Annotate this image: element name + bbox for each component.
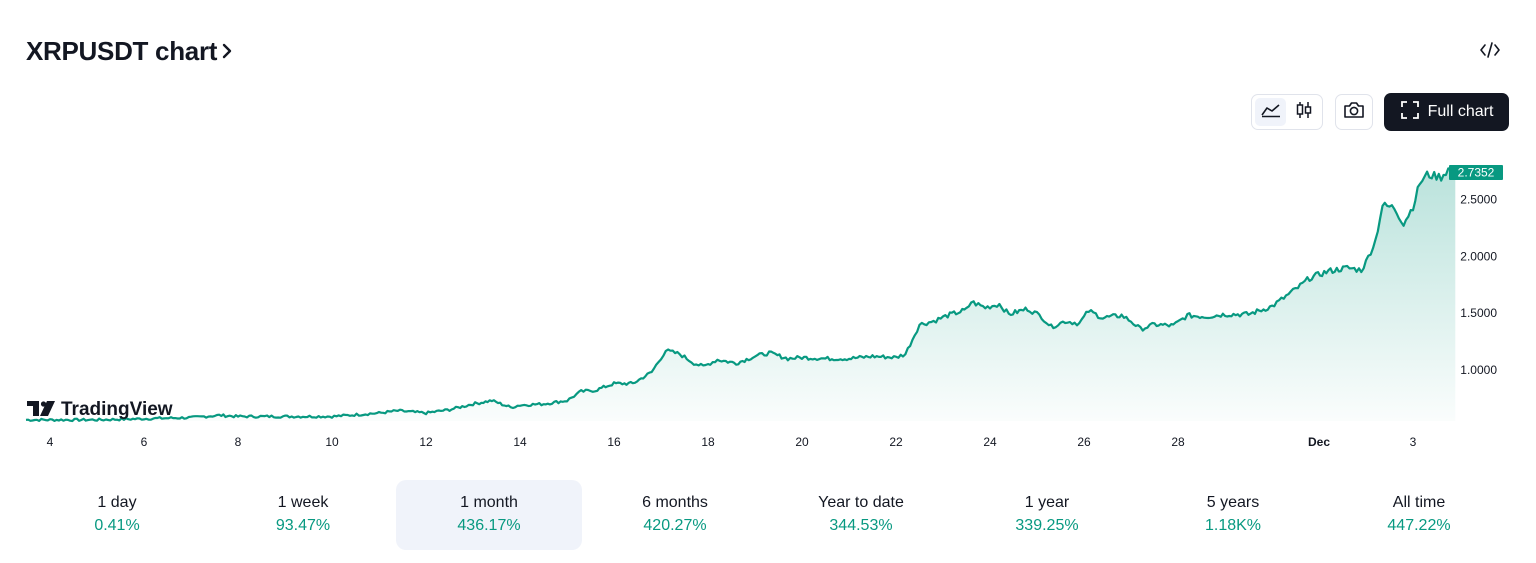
chart-style-toggle xyxy=(1251,94,1323,130)
y-tick-label: 1.5000 xyxy=(1460,306,1497,320)
x-tick-label: 20 xyxy=(795,435,809,449)
price-chart[interactable]: 2.5000 2.0000 1.5000 1.0000 4 6 8 10 12 14 16 18 20… xyxy=(0,140,1536,460)
x-tick-label: 12 xyxy=(419,435,433,449)
x-tick-label: 18 xyxy=(701,435,715,449)
x-tick-label: 8 xyxy=(235,435,242,449)
period-label: 1 month xyxy=(460,494,518,511)
candle-style-button[interactable] xyxy=(1288,98,1319,126)
code-embed-icon xyxy=(1479,41,1501,64)
candlestick-icon xyxy=(1294,100,1314,125)
period-label: All time xyxy=(1392,494,1446,511)
period-change-value: 0.41% xyxy=(94,517,140,534)
last-price-label: 2.7352 xyxy=(1458,166,1495,180)
full-chart-label: Full chart xyxy=(1427,103,1494,120)
period-change-value: 93.47% xyxy=(275,517,331,534)
period-label: 1 day xyxy=(97,494,137,511)
period-tab[interactable]: All time 447.22% xyxy=(1326,480,1512,550)
period-tab[interactable]: 1 month 436.17% xyxy=(396,480,582,550)
x-tick-label: 14 xyxy=(513,435,527,449)
period-tab[interactable]: 5 years 1.18K% xyxy=(1140,480,1326,550)
period-change-value: 436.17% xyxy=(457,517,521,534)
y-axis: 2.5000 2.0000 1.5000 1.0000 xyxy=(1460,193,1497,377)
period-tab[interactable]: 1 week 93.47% xyxy=(210,480,396,550)
x-tick-label: 16 xyxy=(607,435,621,449)
x-tick-label: 26 xyxy=(1077,435,1091,449)
period-change-value: 1.18K% xyxy=(1204,517,1262,534)
x-tick-label: 28 xyxy=(1171,435,1185,449)
period-label: 6 months xyxy=(642,494,708,511)
period-tab[interactable]: 6 months 420.27% xyxy=(582,480,768,550)
full-chart-button[interactable]: Full chart xyxy=(1384,93,1509,131)
period-change-value: 420.27% xyxy=(643,517,707,534)
x-tick-label: 4 xyxy=(47,435,54,449)
period-change-value: 344.53% xyxy=(829,517,893,534)
y-tick-label: 2.5000 xyxy=(1460,193,1497,207)
price-line xyxy=(25,167,1456,423)
embed-code-button[interactable] xyxy=(1474,38,1506,66)
page-title: XRPUSDT chart xyxy=(26,36,218,66)
period-label: 1 week xyxy=(277,494,329,511)
fullscreen-icon xyxy=(1400,100,1420,125)
chart-title-link[interactable]: XRPUSDT chart xyxy=(26,36,233,67)
x-axis: 4 6 8 10 12 14 16 18 20 22 24 26 28 Dec 3 xyxy=(47,435,1417,449)
period-label: 1 year xyxy=(1024,494,1070,511)
price-area-fill xyxy=(26,168,1456,421)
x-tick-label: Dec xyxy=(1308,435,1330,449)
tradingview-logo-icon xyxy=(27,401,55,416)
camera-icon xyxy=(1343,100,1365,125)
last-price-badge: 2.7352 xyxy=(1449,165,1503,181)
period-change-value: 447.22% xyxy=(1387,517,1451,534)
screenshot-button[interactable] xyxy=(1335,94,1373,130)
watermark-text: TradingView xyxy=(61,399,173,420)
period-tab[interactable]: 1 year 339.25% xyxy=(954,480,1140,550)
x-tick-label: 6 xyxy=(141,435,148,449)
period-label: Year to date xyxy=(818,494,904,511)
x-tick-label: 24 xyxy=(983,435,997,449)
period-tab[interactable]: Year to date 344.53% xyxy=(768,480,954,550)
x-tick-label: 3 xyxy=(1410,435,1417,449)
chevron-right-icon xyxy=(221,42,233,65)
area-chart-icon xyxy=(1260,101,1282,124)
x-tick-label: 22 xyxy=(889,435,903,449)
period-label: 5 years xyxy=(1206,494,1260,511)
y-tick-label: 1.0000 xyxy=(1460,363,1497,377)
period-change-value: 339.25% xyxy=(1015,517,1079,534)
line-style-button[interactable] xyxy=(1255,98,1286,126)
period-selector: 1 day 0.41% 1 week 93.47% 1 month 436.17% 6 mo… xyxy=(24,480,1512,550)
tradingview-watermark: TradingView xyxy=(27,399,173,420)
x-tick-label: 10 xyxy=(325,435,339,449)
period-tab[interactable]: 1 day 0.41% xyxy=(24,480,210,550)
y-tick-label: 2.0000 xyxy=(1460,249,1497,263)
